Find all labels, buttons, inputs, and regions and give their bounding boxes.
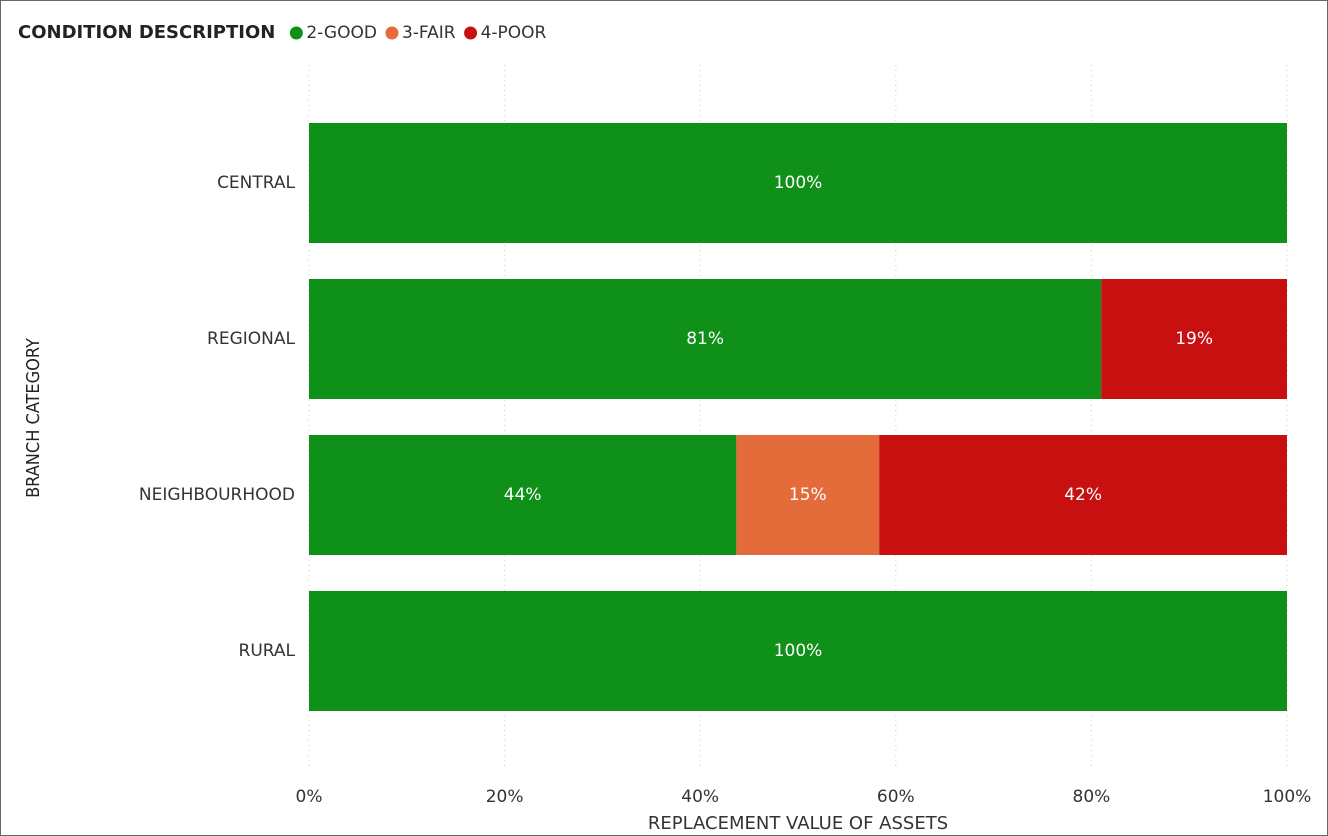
bar-segment	[309, 279, 1102, 399]
legend-label: 3-FAIR	[402, 23, 456, 43]
x-tick-label: 100%	[1263, 787, 1312, 807]
x-axis-title: REPLACEMENT VALUE OF ASSETS	[648, 813, 948, 834]
y-tick-label: CENTRAL	[217, 173, 295, 193]
data-label: 100%	[774, 173, 823, 193]
data-label: 81%	[686, 329, 724, 349]
bar-segment	[309, 435, 737, 555]
y-tick-label: NEIGHBOURHOOD	[139, 485, 295, 505]
x-tick-label: 40%	[681, 787, 719, 807]
data-label: 100%	[774, 641, 823, 661]
bar-segment	[309, 123, 1287, 243]
y-tick-label: RURAL	[239, 641, 296, 661]
data-label: 42%	[1064, 485, 1102, 505]
bar-segment	[309, 591, 1287, 711]
data-label: 19%	[1175, 329, 1213, 349]
y-tick-label: REGIONAL	[207, 329, 295, 349]
data-label: 44%	[504, 485, 542, 505]
x-tick-label: 60%	[877, 787, 915, 807]
x-tick-label: 20%	[486, 787, 524, 807]
bar-segment	[879, 435, 1287, 555]
data-label: 15%	[789, 485, 827, 505]
bar-segment	[736, 435, 880, 555]
x-tick-label: 80%	[1073, 787, 1111, 807]
legend-marker	[464, 26, 478, 40]
bar-segment	[1101, 279, 1287, 399]
legend-label: 4-POOR	[481, 23, 547, 43]
x-tick-label: 0%	[296, 787, 323, 807]
legend-label: 2-GOOD	[306, 23, 377, 43]
legend-marker	[385, 26, 399, 40]
y-axis-title: BRANCH CATEGORY	[23, 338, 44, 498]
legend-marker	[289, 26, 303, 40]
legend-title: CONDITION DESCRIPTION	[18, 22, 275, 43]
